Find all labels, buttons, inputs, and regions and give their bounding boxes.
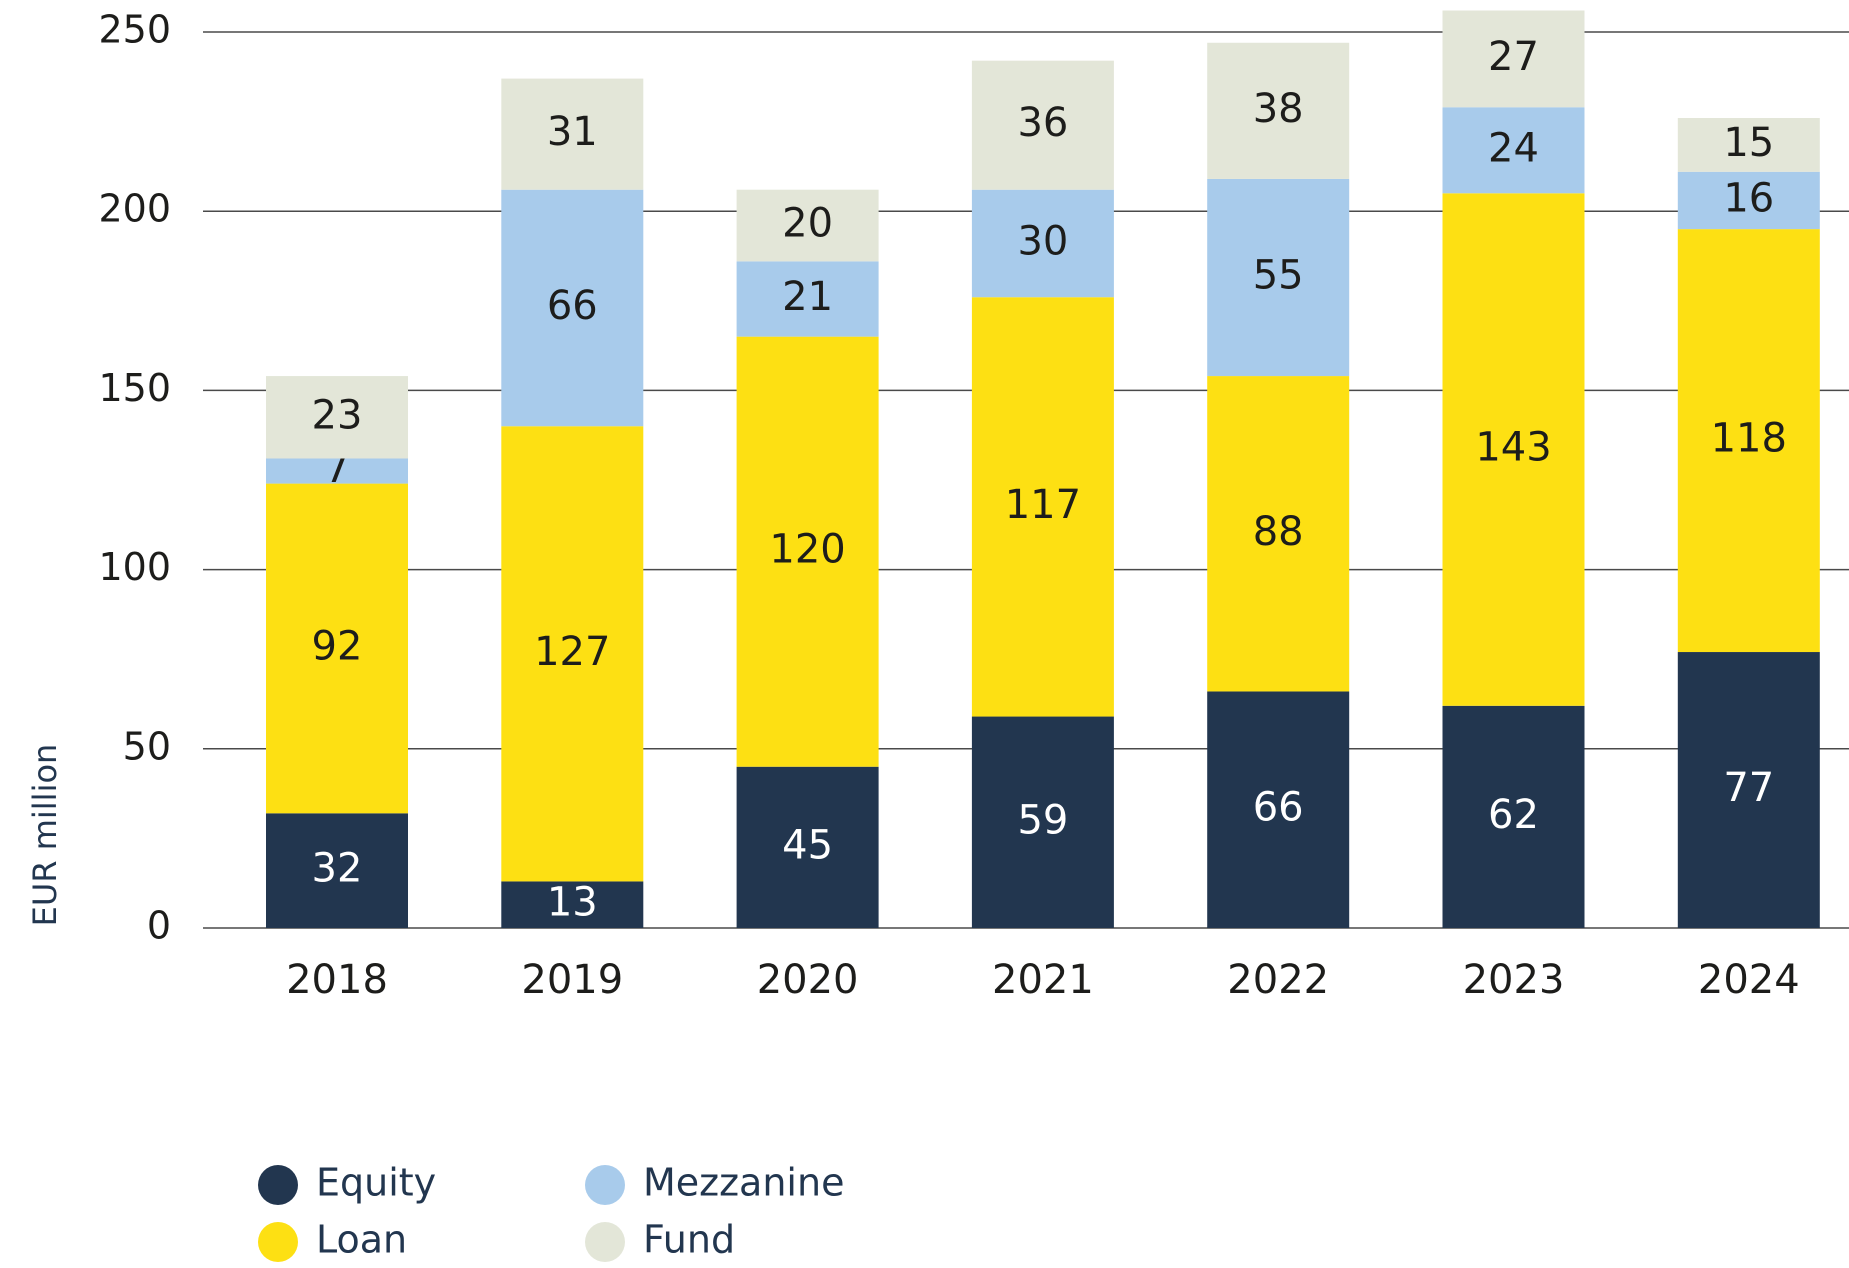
y-tick-label: 0 [147,904,171,948]
bar-segment [971,60,1114,190]
bar-segment [1207,178,1350,377]
x-tick-label: 2023 [1463,957,1565,1003]
y-tick-label: 200 [98,187,171,231]
data-label: 23 [312,392,363,438]
y-tick-label: 150 [98,366,171,410]
x-tick-label: 2018 [286,957,388,1003]
bar-segment [1677,229,1820,653]
data-label: 118 [1711,416,1787,462]
bar-segment [501,881,644,928]
x-tick-label: 2019 [521,957,623,1003]
data-label: 66 [1253,785,1304,831]
data-label: 16 [1723,175,1774,221]
data-label: 36 [1017,100,1068,146]
bar-segment [266,458,408,484]
data-label: 117 [1005,482,1081,528]
bar-segment [501,426,644,882]
legend-label: Fund [643,1218,735,1262]
bar-segment [1442,193,1585,706]
legend-label: Loan [316,1218,407,1262]
data-label: 45 [782,822,833,868]
data-label: 21 [782,274,833,320]
bar-segment [501,78,644,190]
data-label: 66 [547,283,598,329]
bar-segment [1442,107,1585,194]
bar-segment [971,297,1114,717]
legend-swatch [258,1222,298,1262]
legend-swatch [585,1222,625,1262]
bar-segment [1442,10,1585,108]
y-tick-label: 100 [98,545,171,589]
data-label: 20 [782,201,833,247]
bar-segment [266,813,408,928]
data-label: 127 [534,629,610,675]
x-tick-label: 2022 [1227,957,1329,1003]
bar-segment [736,261,879,337]
data-label: 92 [312,623,363,669]
data-label: 59 [1017,797,1068,843]
legend-label: Equity [316,1161,436,1205]
y-axis-label: EUR million [26,744,64,927]
data-label: 143 [1475,425,1551,471]
bar-segment [1677,171,1820,230]
bar-segment [971,716,1114,928]
bar-segment [736,336,879,767]
legend-swatch [258,1165,298,1205]
bar-segment [501,189,644,427]
data-label: 120 [769,527,845,573]
data-label: 24 [1488,125,1539,171]
data-label: 30 [1017,218,1068,264]
y-tick-label: 250 [98,8,171,52]
bar-segment [971,189,1114,298]
data-label: 27 [1488,34,1539,80]
bar-segment [1207,42,1350,179]
bar-segment [736,189,879,262]
data-label: 31 [547,109,598,155]
data-label: 15 [1723,120,1774,166]
x-tick-label: 2024 [1698,957,1800,1003]
data-label: 55 [1253,253,1304,299]
legend-label: Mezzanine [643,1161,844,1205]
bar-segment [1677,652,1820,928]
bar-segment [1207,376,1350,692]
data-label: 62 [1488,792,1539,838]
x-tick-label: 2020 [757,957,859,1003]
y-tick-label: 50 [123,724,171,768]
data-label: 38 [1253,86,1304,132]
bar-segment [266,483,408,814]
bar-segment [1442,705,1585,928]
bar-segment [736,766,879,928]
bar-segment [1677,118,1820,172]
bar-segment [1207,691,1350,928]
x-tick-label: 2021 [992,957,1094,1003]
data-label: 32 [312,846,363,892]
data-label: 13 [547,880,598,926]
bar-segment [266,376,408,459]
data-label: 88 [1253,509,1304,555]
legend-swatch [585,1165,625,1205]
data-label: 77 [1723,765,1774,811]
